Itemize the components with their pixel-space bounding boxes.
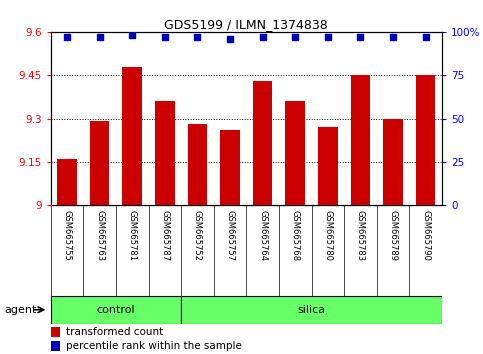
Bar [155,101,175,205]
Bar [187,124,207,205]
Text: percentile rank within the sample: percentile rank within the sample [66,341,242,351]
Point [226,36,234,42]
Bar [51,296,181,324]
Bar [220,130,240,205]
Text: GSM665781: GSM665781 [128,210,137,261]
Text: GSM665763: GSM665763 [95,210,104,261]
Bar [318,127,338,205]
Bar [384,119,403,205]
Title: GDS5199 / ILMN_1374838: GDS5199 / ILMN_1374838 [164,18,328,31]
Bar [90,121,109,205]
Point [194,34,201,40]
Bar [253,81,272,205]
Bar [123,67,142,205]
Point [63,34,71,40]
Point [291,34,299,40]
Text: silica: silica [298,305,326,315]
Bar [416,75,436,205]
Bar [285,101,305,205]
Text: GSM665790: GSM665790 [421,210,430,261]
Text: GSM665757: GSM665757 [226,210,235,261]
Point [128,33,136,38]
Text: transformed count: transformed count [66,327,163,337]
Bar [57,159,77,205]
Text: GSM665768: GSM665768 [291,210,300,261]
Point [356,34,364,40]
Bar [351,75,370,205]
Text: GSM665789: GSM665789 [388,210,398,261]
Text: GSM665752: GSM665752 [193,210,202,261]
Text: GSM665764: GSM665764 [258,210,267,261]
Text: GSM665783: GSM665783 [356,210,365,261]
Point [96,34,103,40]
Bar [51,327,60,337]
Bar [181,296,442,324]
Text: GSM665780: GSM665780 [323,210,332,261]
Point [259,34,267,40]
Point [422,34,429,40]
Text: control: control [97,305,135,315]
Text: GSM665787: GSM665787 [160,210,170,261]
Text: agent: agent [5,305,37,315]
Point [161,34,169,40]
Bar [51,341,60,351]
Point [324,34,332,40]
Point [389,34,397,40]
Text: GSM665755: GSM665755 [62,210,71,261]
